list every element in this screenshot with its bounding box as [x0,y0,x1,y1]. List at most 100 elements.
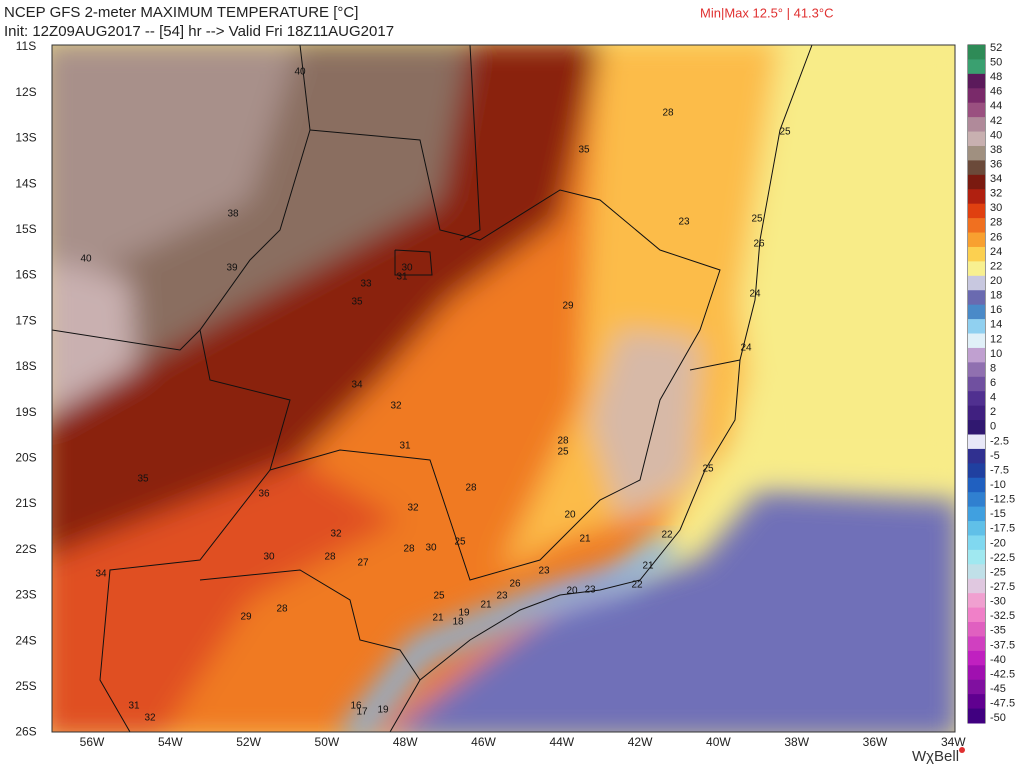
contour-label: 27 [357,558,369,569]
colorbar-label: -12.5 [990,494,1015,506]
lon-label: 44W [549,735,574,749]
contour-label: 32 [144,713,156,724]
contour-label: 26 [509,579,521,590]
colorbar-label: -15 [990,508,1006,520]
lon-label: 46W [471,735,496,749]
colorbar-swatch [968,232,985,248]
lat-label: 24S [15,633,36,647]
colorbar-swatch [968,535,985,551]
contour-label: 21 [480,600,492,611]
lat-label: 13S [15,131,36,145]
colorbar-swatch [968,189,985,205]
contour-label: 30 [425,543,437,554]
colorbar-label: 38 [990,144,1002,156]
colorbar-label: -37.5 [990,639,1015,651]
contour-label: 39 [226,263,238,274]
lon-label: 42W [628,735,653,749]
contour-label: 25 [433,591,445,602]
colorbar-label: -47.5 [990,698,1015,710]
colorbar-swatch [968,59,985,75]
contour-label: 20 [564,510,576,521]
colorbar-swatch [968,304,985,320]
colorbar-swatch [968,607,985,623]
colorbar-label: -50 [990,712,1006,724]
lat-label: 14S [15,176,36,190]
colorbar-label: -32.5 [990,610,1015,622]
contour-label: 31 [396,272,408,283]
colorbar-swatch [968,564,985,580]
colorbar-swatch [968,679,985,695]
lat-label: 15S [15,222,36,236]
colorbar-swatch [968,333,985,349]
colorbar-label: 6 [990,377,996,389]
colorbar-swatch [968,117,985,133]
contour-label: 25 [702,464,714,475]
colorbar-label: 22 [990,260,1002,272]
colorbar-swatch [968,73,985,89]
contour-label: 16 [350,701,362,712]
lon-label: 56W [80,735,105,749]
contour-label: 25 [779,127,791,138]
contour-label: 30 [263,552,275,563]
contour-label: 25 [751,214,763,225]
contour-label: 32 [330,529,342,540]
contour-label: 28 [557,436,569,447]
contour-label: 34 [351,380,363,391]
colorbar-swatch [968,160,985,176]
contour-label: 32 [407,503,419,514]
colorbar-swatch [968,319,985,335]
colorbar-label: -7.5 [990,464,1009,476]
colorbar-label: 30 [990,202,1002,214]
colorbar-label: 44 [990,100,1002,112]
lon-label: 52W [236,735,261,749]
colorbar-swatch [968,665,985,681]
lat-label: 18S [15,359,36,373]
lat-label: 11S [16,39,36,53]
contour-label: 29 [562,301,574,312]
contour-label: 25 [557,447,569,458]
colorbar-swatch [968,694,985,710]
subtitle: Init: 12Z09AUG2017 -- [54] hr --> Valid … [4,23,394,40]
lat-label: 23S [15,588,36,602]
colorbar-label: -45 [990,683,1006,695]
colorbar-swatch [968,376,985,392]
colorbar-label: 12 [990,333,1002,345]
contour-label: 17 [356,707,368,718]
colorbar-label: -25 [990,566,1006,578]
colorbar-swatch [968,405,985,421]
contour-label: 33 [360,279,372,290]
colorbar-label: -22.5 [990,552,1015,564]
colorbar-swatch [968,246,985,262]
contour-label: 40 [294,67,306,78]
contour-label: 40 [80,254,92,265]
contour-label: 24 [749,289,761,300]
colorbar-swatch [968,578,985,594]
colorbar-label: 28 [990,217,1002,229]
colorbar-label: -20 [990,537,1006,549]
logo-dot [959,747,965,753]
contour-label: 26 [753,239,765,250]
colorbar-swatch [968,391,985,407]
colorbar-label: -35 [990,625,1006,637]
lat-label: 17S [15,313,36,327]
contour-label: 35 [351,297,363,308]
colorbar-label: 40 [990,129,1002,141]
contour-label: 22 [661,530,673,541]
colorbar-swatch [968,88,985,104]
contour-label: 38 [227,209,239,220]
contour-label: 24 [740,343,752,354]
contour-label: 23 [584,585,596,596]
colorbar-label: 16 [990,304,1002,316]
contour-label: 18 [452,617,464,628]
colorbar-swatch [968,506,985,522]
title: NCEP GFS 2-meter MAXIMUM TEMPERATURE [°C… [4,4,358,21]
colorbar-label: -10 [990,479,1006,491]
colorbar-swatch [968,463,985,479]
lat-label: 16S [15,268,36,282]
colorbar-swatch [968,261,985,277]
lat-label: 12S [15,85,36,99]
lat-label: 19S [15,405,36,419]
contour-label: 21 [642,561,654,572]
colorbar-label: 4 [990,392,996,404]
contour-label: 31 [128,701,140,712]
